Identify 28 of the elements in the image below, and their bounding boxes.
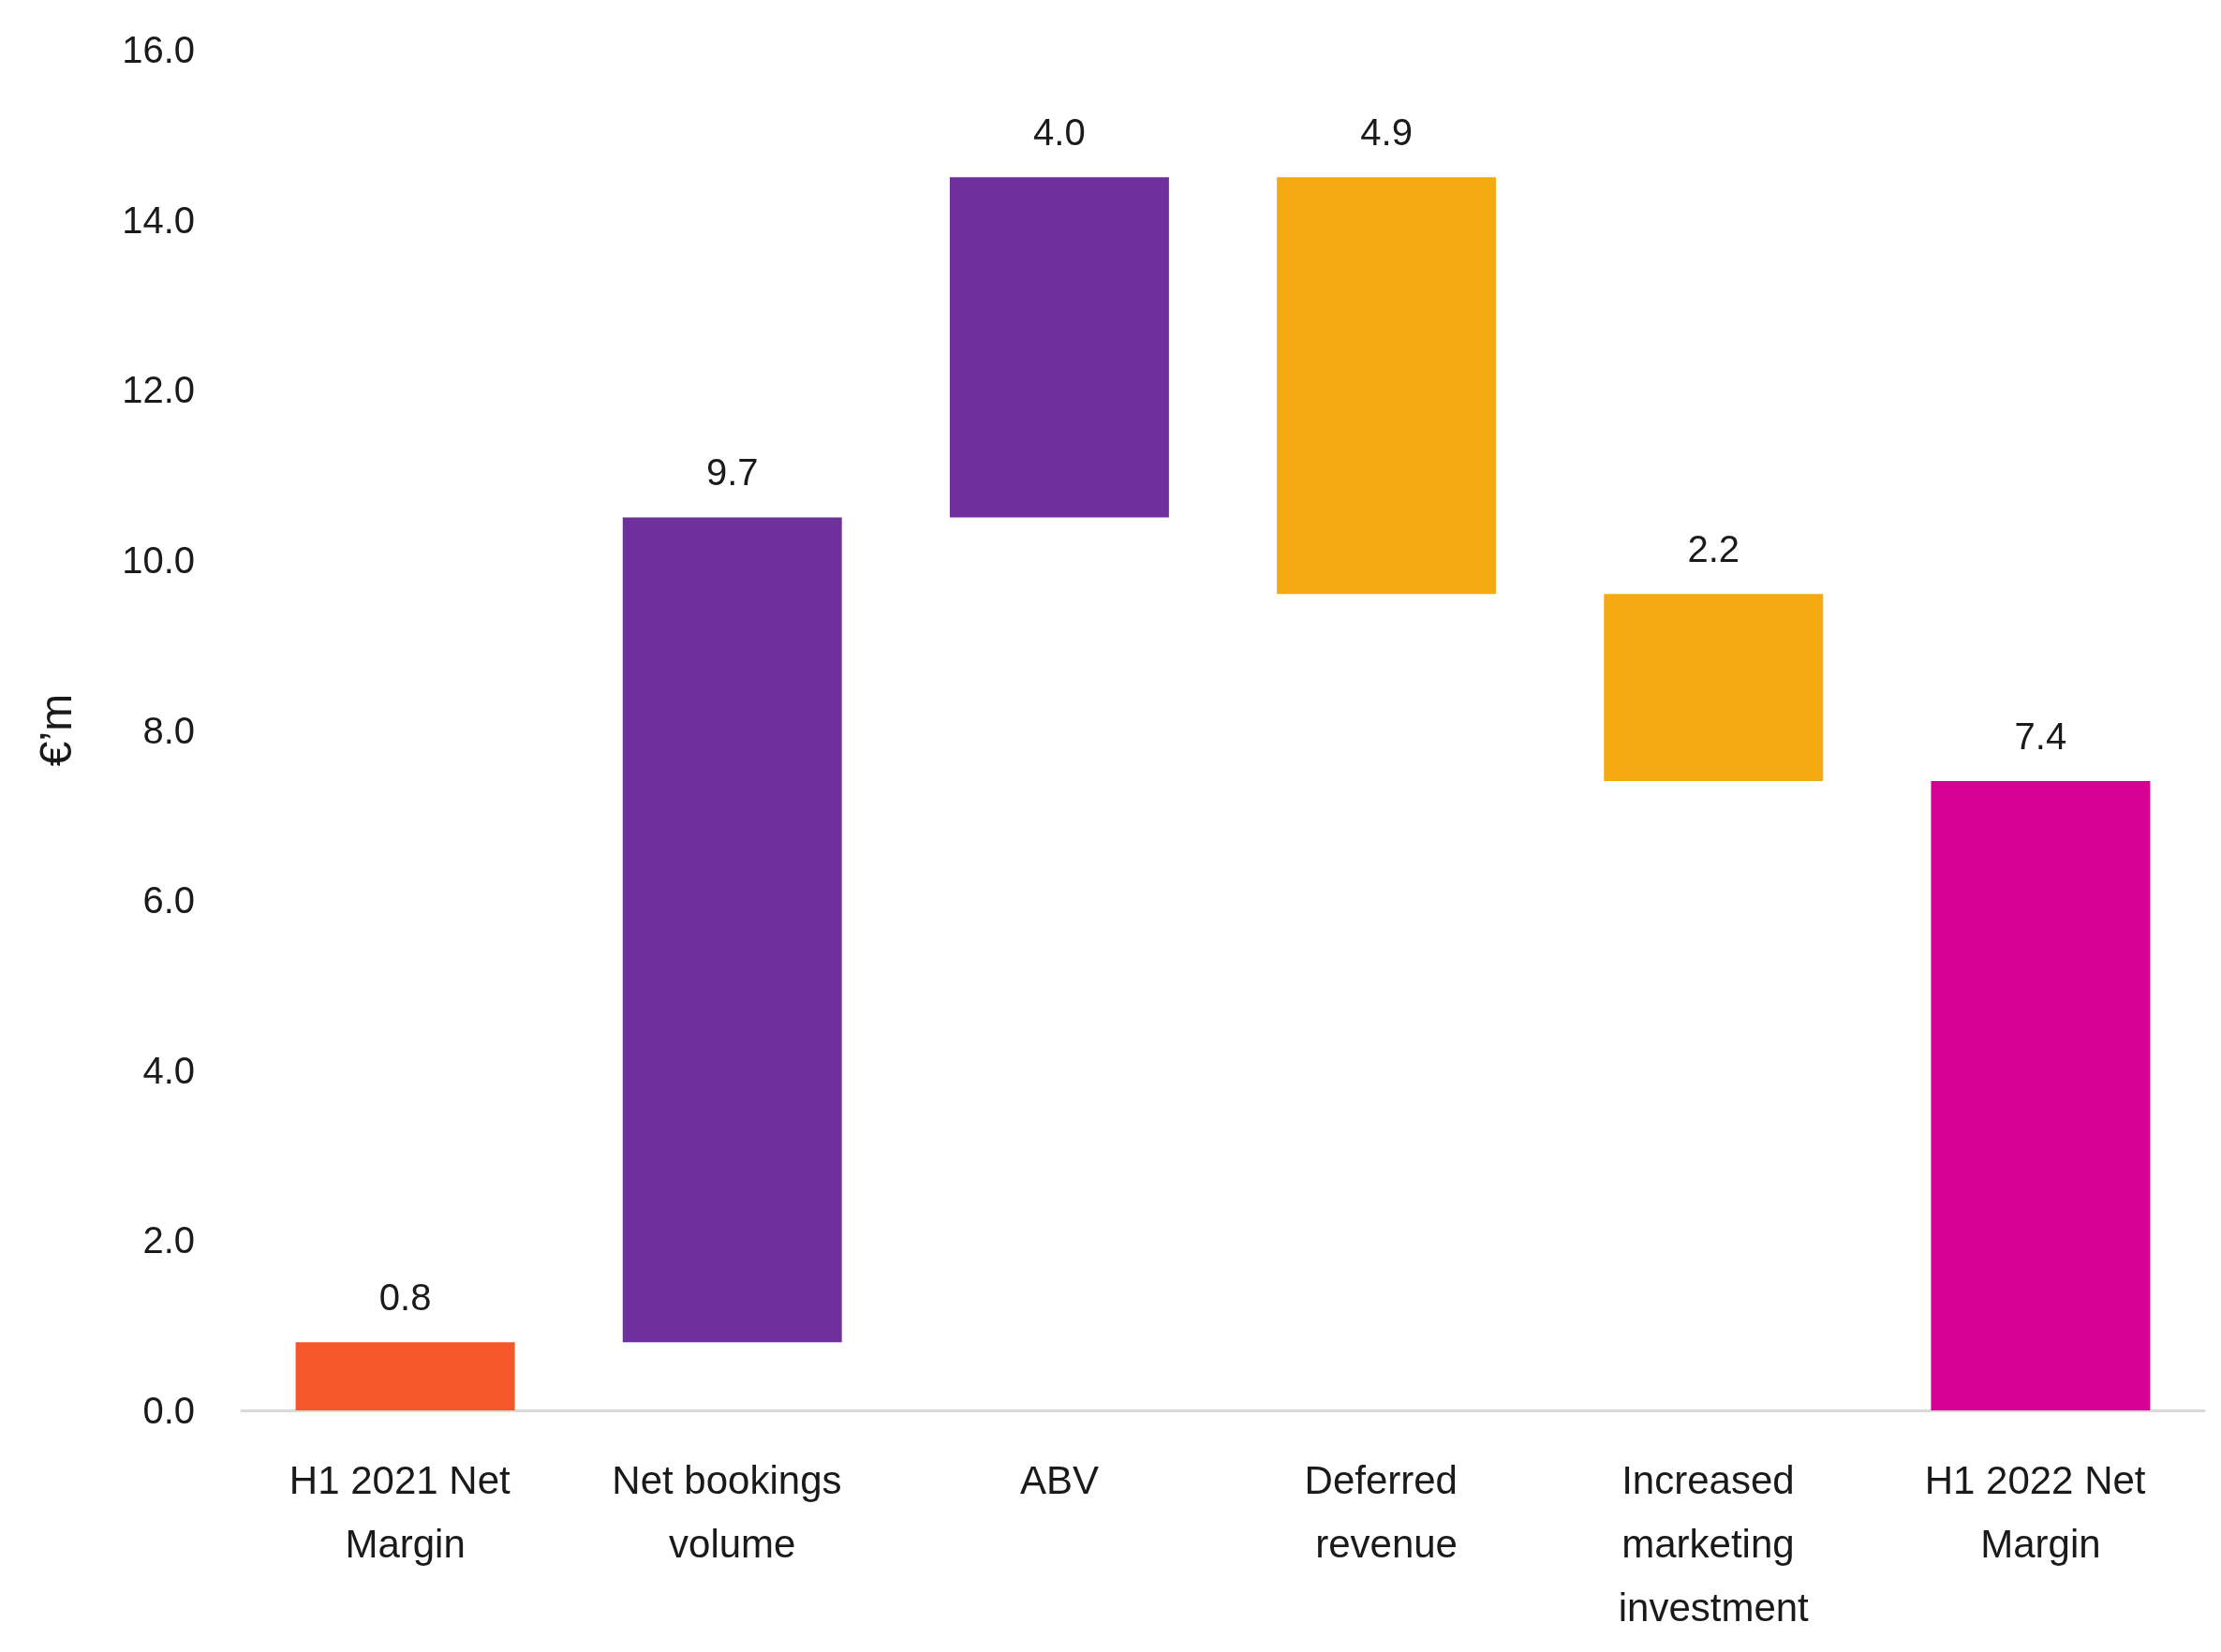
x-tick-label: Increased marketing investment [1618, 1457, 1810, 1630]
x-tick-label: Deferred revenue [1304, 1457, 1469, 1566]
y-tick-label: 14.0 [122, 199, 195, 241]
y-tick-label: 2.0 [142, 1219, 195, 1261]
bar [1604, 594, 1824, 781]
y-tick-label: 8.0 [142, 709, 195, 751]
bar [949, 177, 1169, 518]
y-tick-label: 4.0 [142, 1049, 195, 1091]
data-label: 2.2 [1687, 528, 1740, 570]
x-tick-label: H1 2022 Net Margin [1924, 1457, 2157, 1566]
y-tick-label: 16.0 [122, 29, 195, 70]
data-label: 4.9 [1360, 111, 1413, 154]
y-axis-title: €’m [30, 693, 81, 767]
data-label: 0.8 [378, 1276, 432, 1319]
y-tick-label: 12.0 [122, 369, 195, 411]
bar [622, 517, 842, 1343]
data-label: 7.4 [2014, 715, 2067, 757]
data-label: 4.0 [1033, 111, 1086, 154]
data-label: 9.7 [705, 451, 759, 494]
y-tick-label: 6.0 [142, 879, 195, 922]
x-tick-label: ABV [1019, 1457, 1099, 1502]
bar [1277, 177, 1497, 595]
x-tick-label: Net bookings volume [612, 1457, 853, 1566]
y-tick-label: 0.0 [142, 1390, 195, 1431]
x-tick-label: H1 2021 Net Margin [289, 1457, 522, 1566]
y-tick-label: 10.0 [122, 538, 195, 581]
bar [1931, 780, 2151, 1410]
bar [295, 1342, 515, 1410]
